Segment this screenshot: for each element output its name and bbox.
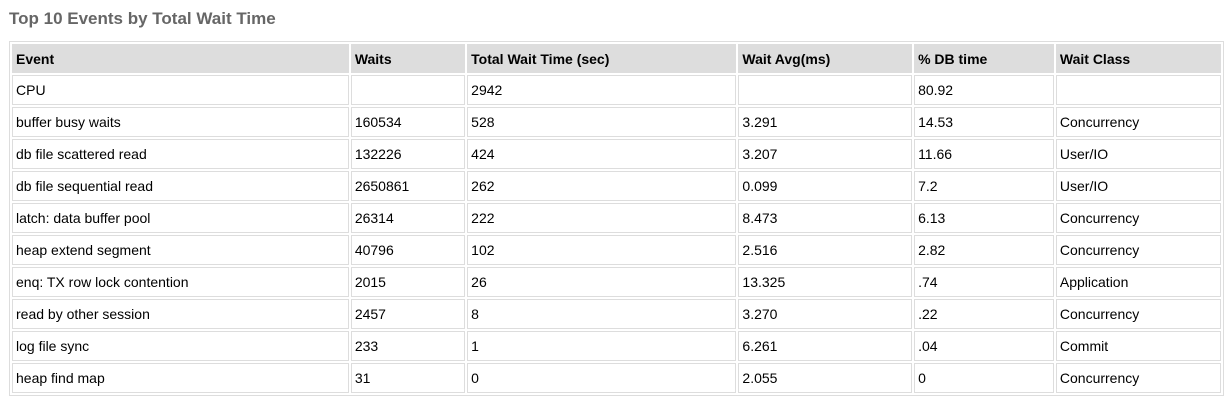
table-cell: 160534 (350, 107, 466, 137)
table-cell: Application (1055, 267, 1221, 297)
table-cell: .22 (914, 299, 1054, 329)
table-cell: 2.516 (738, 235, 913, 265)
table-row: enq: TX row lock contention 2015 26 13.325.… (12, 267, 1221, 297)
table-cell: 3.207 (738, 139, 913, 169)
table-cell (350, 75, 466, 105)
table-row: db file scattered read 132226 424 3.207 11.6… (12, 139, 1221, 169)
table-cell: read by other session (12, 299, 349, 329)
column-header: Wait Avg(ms) (738, 44, 913, 73)
table-cell: 26 (467, 267, 737, 297)
table-cell: db file sequential read (12, 171, 349, 201)
table-cell: Concurrency (1055, 235, 1221, 265)
table-row: heap extend segment 40796 102 2.516 2.82 Conc… (12, 235, 1221, 265)
table-cell: heap extend segment (12, 235, 349, 265)
table-cell: enq: TX row lock contention (12, 267, 349, 297)
table-cell: 2942 (467, 75, 737, 105)
table-cell: 528 (467, 107, 737, 137)
table-cell: 3.291 (738, 107, 913, 137)
table-cell: 2015 (350, 267, 466, 297)
table-cell: 222 (467, 203, 737, 233)
section-title: Top 10 Events by Total Wait Time (9, 9, 276, 28)
table-row: db file sequential read 2650861 262 0.099 7.… (12, 171, 1221, 201)
table-cell: 262 (467, 171, 737, 201)
table-cell (738, 75, 913, 105)
table-cell: db file scattered read (12, 139, 349, 169)
table-cell: 8.473 (738, 203, 913, 233)
table-cell: 0.099 (738, 171, 913, 201)
table-cell: 2650861 (350, 171, 466, 201)
table-cell: .04 (914, 331, 1054, 361)
table-cell: 3.270 (738, 299, 913, 329)
table-cell: 14.53 (914, 107, 1054, 137)
table-cell: Concurrency (1055, 299, 1221, 329)
table-cell: 6.261 (738, 331, 913, 361)
table-cell: CPU (12, 75, 349, 105)
table-cell (1055, 75, 1221, 105)
table-cell: 80.92 (914, 75, 1054, 105)
table-cell: 2.82 (914, 235, 1054, 265)
table-cell: 13.325 (738, 267, 913, 297)
column-header: Total Wait Time (sec) (467, 44, 737, 73)
table-cell: latch: data buffer pool (12, 203, 349, 233)
table-row: read by other session 2457 8 3.270.22 Concur… (12, 299, 1221, 329)
table-row: heap find map 31 0 2.055 0 Concurrency (12, 363, 1221, 393)
table-cell: 233 (350, 331, 466, 361)
table-row: log file sync 233 1 6.261.04 Commit (12, 331, 1221, 361)
table-cell: User/IO (1055, 171, 1221, 201)
table-header-row: Event Waits Total Wait Time (sec) Wait Avg(… (12, 44, 1221, 73)
table-cell: 6.13 (914, 203, 1054, 233)
table-cell: Concurrency (1055, 107, 1221, 137)
column-header: Waits (350, 44, 466, 73)
table-cell: 40796 (350, 235, 466, 265)
table-cell: heap find map (12, 363, 349, 393)
table-cell: log file sync (12, 331, 349, 361)
table-cell: 31 (350, 363, 466, 393)
table-cell: 2457 (350, 299, 466, 329)
table-row: buffer busy waits 160534 528 3.291 14.53 Conc… (12, 107, 1221, 137)
table-cell: 132226 (350, 139, 466, 169)
column-header: Event (12, 44, 349, 73)
table-cell: User/IO (1055, 139, 1221, 169)
table-cell: Concurrency (1055, 203, 1221, 233)
table-cell: 0 (467, 363, 737, 393)
table-cell: 102 (467, 235, 737, 265)
table-cell: 7.2 (914, 171, 1054, 201)
table-row: latch: data buffer pool 26314 222 8.473 6.13… (12, 203, 1221, 233)
table-cell: 2.055 (738, 363, 913, 393)
table-cell: buffer busy waits (12, 107, 349, 137)
table-cell: Concurrency (1055, 363, 1221, 393)
table-cell: 0 (914, 363, 1054, 393)
table-cell: 424 (467, 139, 737, 169)
table-row: CPU 2942 80.92 (12, 75, 1221, 105)
table-cell: 8 (467, 299, 737, 329)
table-cell: .74 (914, 267, 1054, 297)
table-cell: 11.66 (914, 139, 1054, 169)
table-cell: 26314 (350, 203, 466, 233)
wait-events-table: Event Waits Total Wait Time (sec) Wait Avg(… (9, 41, 1224, 396)
column-header: Wait Class (1055, 44, 1221, 73)
column-header: % DB time (914, 44, 1054, 73)
table-cell: Commit (1055, 331, 1221, 361)
table-cell: 1 (467, 331, 737, 361)
